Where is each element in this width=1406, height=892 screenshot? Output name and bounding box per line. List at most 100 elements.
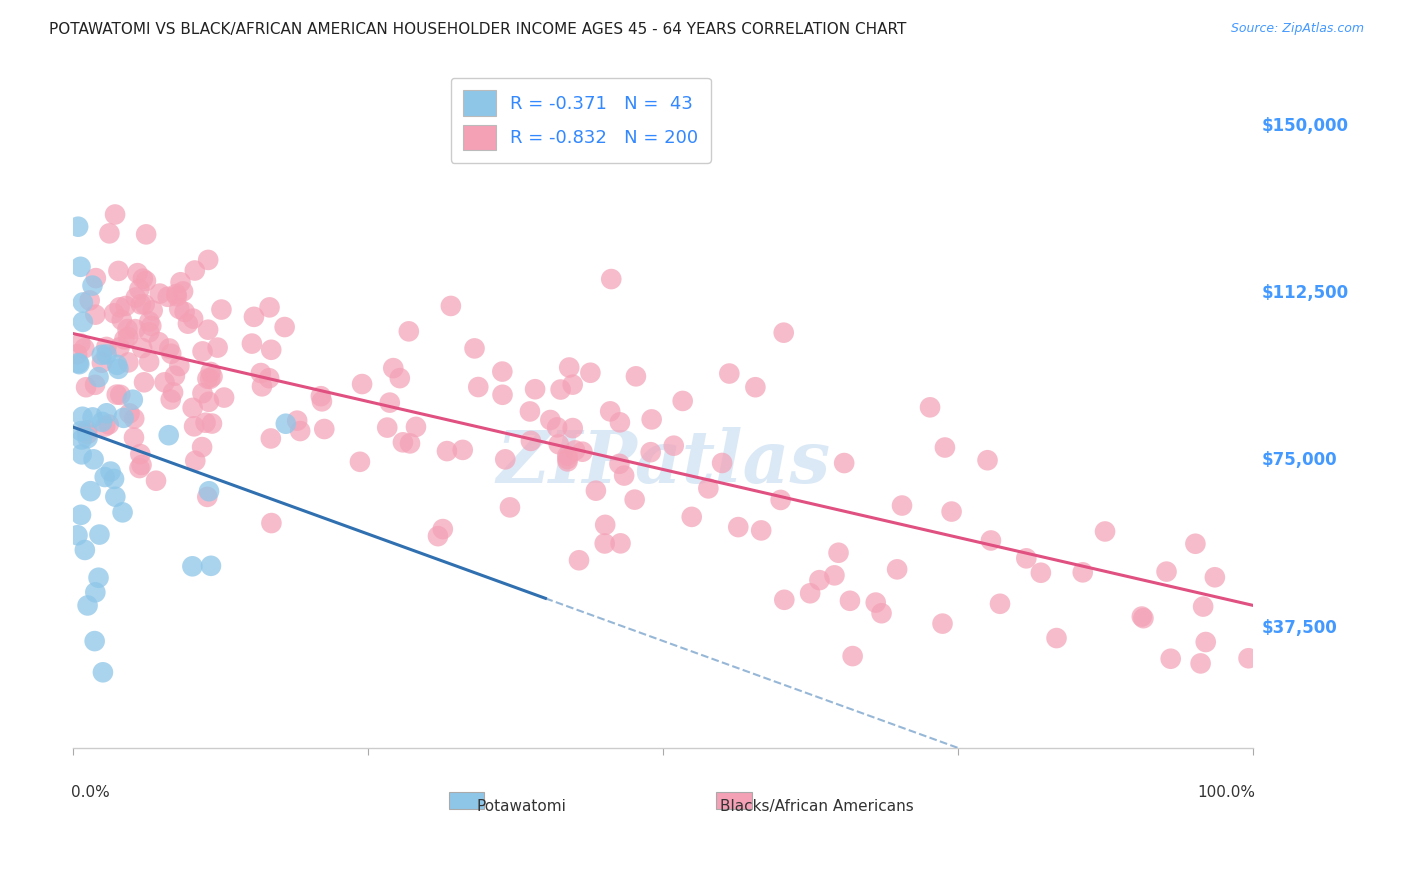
Point: [131, 458, 153, 472]
Point: [561, 377, 583, 392]
Point: [976, 453, 998, 467]
Point: [640, 445, 662, 459]
Point: [94, 419, 117, 434]
Point: [623, 492, 645, 507]
Point: [112, 332, 135, 346]
Point: [122, 430, 145, 444]
Point: [104, 207, 127, 221]
Text: POTAWATOMI VS BLACK/AFRICAN AMERICAN HOUSEHOLDER INCOME AGES 45 - 64 YEARS CORRE: POTAWATOMI VS BLACK/AFRICAN AMERICAN HOU…: [49, 22, 907, 37]
Point: [1130, 609, 1153, 624]
Point: [82, 410, 104, 425]
Point: [76, 427, 98, 442]
Point: [274, 417, 297, 431]
Point: [173, 305, 195, 319]
Point: [865, 596, 887, 610]
FancyBboxPatch shape: [717, 792, 752, 809]
Point: [76, 599, 98, 613]
Point: [198, 394, 221, 409]
Point: [104, 490, 127, 504]
Point: [1184, 537, 1206, 551]
Point: [352, 377, 374, 392]
Text: Potawatomi: Potawatomi: [477, 799, 567, 814]
Point: [149, 286, 172, 301]
Point: [697, 482, 720, 496]
Point: [681, 509, 703, 524]
Point: [823, 568, 845, 582]
Point: [550, 383, 572, 397]
Point: [157, 428, 180, 442]
Point: [67, 219, 90, 234]
Point: [382, 361, 405, 376]
Point: [148, 335, 170, 350]
Point: [191, 386, 214, 401]
Point: [163, 368, 186, 383]
Point: [718, 367, 741, 381]
Point: [491, 365, 513, 379]
Point: [1094, 524, 1116, 539]
Point: [744, 380, 766, 394]
Point: [132, 271, 155, 285]
Point: [84, 308, 107, 322]
Text: 0.0%: 0.0%: [72, 786, 110, 800]
Point: [593, 536, 616, 550]
Point: [392, 435, 415, 450]
Point: [432, 522, 454, 536]
Point: [579, 366, 602, 380]
Point: [839, 594, 862, 608]
Point: [941, 505, 963, 519]
Point: [114, 299, 136, 313]
Point: [440, 299, 463, 313]
Point: [162, 385, 184, 400]
Point: [375, 420, 398, 434]
Point: [250, 366, 273, 380]
Point: [87, 571, 110, 585]
Point: [87, 370, 110, 384]
Point: [181, 401, 204, 415]
Point: [177, 317, 200, 331]
Point: [157, 342, 180, 356]
Point: [72, 409, 94, 424]
Point: [90, 348, 112, 362]
Point: [84, 271, 107, 285]
Text: Source: ZipAtlas.com: Source: ZipAtlas.com: [1230, 22, 1364, 36]
Point: [145, 474, 167, 488]
Point: [931, 616, 953, 631]
Point: [111, 313, 134, 327]
Point: [70, 447, 93, 461]
Point: [83, 634, 105, 648]
Legend: R = -0.371   N =  43, R = -0.832   N = 200: R = -0.371 N = 43, R = -0.832 N = 200: [450, 78, 711, 163]
Point: [135, 227, 157, 242]
Point: [599, 404, 621, 418]
Point: [117, 322, 139, 336]
Point: [75, 380, 97, 394]
Point: [200, 365, 222, 379]
Point: [1029, 566, 1052, 580]
Point: [1156, 565, 1178, 579]
Point: [311, 394, 333, 409]
Point: [260, 343, 283, 357]
Point: [1189, 657, 1212, 671]
Point: [107, 264, 129, 278]
Point: [131, 341, 153, 355]
Point: [121, 392, 143, 407]
Text: ZIPatlas: ZIPatlas: [496, 427, 831, 498]
Point: [886, 562, 908, 576]
Point: [138, 326, 160, 340]
Point: [166, 289, 188, 303]
Point: [257, 371, 280, 385]
Point: [555, 449, 578, 463]
Point: [1160, 651, 1182, 665]
Point: [84, 377, 107, 392]
Point: [125, 290, 148, 304]
Point: [520, 434, 543, 448]
Point: [96, 347, 118, 361]
Point: [117, 355, 139, 369]
Point: [841, 649, 863, 664]
Point: [259, 301, 281, 315]
Point: [561, 421, 583, 435]
Point: [212, 391, 235, 405]
Point: [564, 443, 586, 458]
Point: [108, 340, 131, 354]
Point: [184, 454, 207, 468]
Point: [285, 414, 308, 428]
